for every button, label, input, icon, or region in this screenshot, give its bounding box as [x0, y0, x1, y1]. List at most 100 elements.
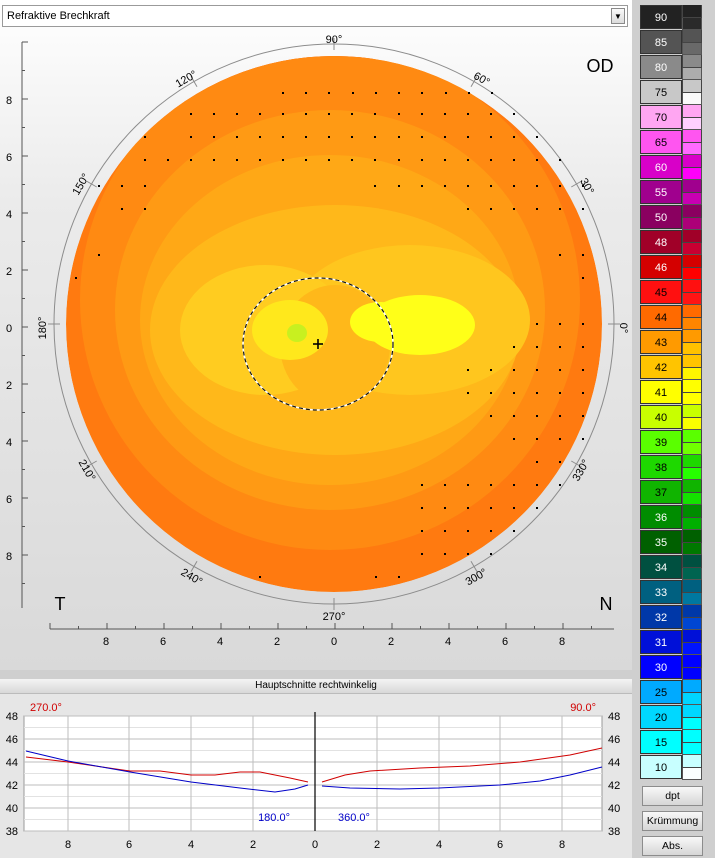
scale-swatch [682, 305, 702, 330]
scale-item: 34 [640, 555, 705, 580]
scale-value-label: 38 [640, 455, 682, 479]
scale-swatch [682, 80, 702, 105]
pupil-center-cross [313, 339, 323, 349]
profile-red-right [321, 747, 603, 783]
profile-y-label-left: 44 [6, 757, 18, 769]
scale-swatch [682, 505, 702, 530]
profile-x-label: 6 [497, 839, 503, 851]
profile-blue-right [321, 766, 603, 790]
profile-label-90: 90.0° [570, 702, 596, 714]
profile-y-label-left: 38 [6, 826, 18, 838]
y-tick-label: 6 [6, 152, 12, 164]
y-tick-label: 2 [6, 266, 12, 278]
scale-value-label: 80 [640, 55, 682, 79]
scale-item: 80 [640, 55, 705, 80]
profile-y-label-right: 44 [608, 757, 620, 769]
profile-x-label: 8 [65, 839, 71, 851]
dropdown-value: Refraktive Brechkraft [7, 10, 110, 22]
scale-item: 39 [640, 430, 705, 455]
angle-label-120: 120° [174, 69, 200, 91]
y-tick-label: 4 [6, 209, 12, 221]
dpt-button[interactable]: dpt [642, 786, 703, 806]
x-tick-label: 8 [103, 636, 109, 648]
pupil-outline-dashed [242, 277, 394, 411]
temporal-label: T [55, 594, 66, 614]
scale-value-label: 65 [640, 130, 682, 154]
scale-value-label: 30 [640, 655, 682, 679]
x-tick-label: 2 [388, 636, 394, 648]
y-tick-label: 4 [6, 437, 12, 449]
scale-item: 55 [640, 180, 705, 205]
scale-value-label: 31 [640, 630, 682, 654]
scale-item: 38 [640, 455, 705, 480]
scale-item: 15 [640, 730, 705, 755]
profile-y-label-left: 46 [6, 734, 18, 746]
scale-item: 20 [640, 705, 705, 730]
scale-item: 36 [640, 505, 705, 530]
scale-value-label: 20 [640, 705, 682, 729]
scale-swatch [682, 405, 702, 430]
scale-value-label: 35 [640, 530, 682, 554]
scale-value-label: 43 [640, 330, 682, 354]
scale-value-label: 42 [640, 355, 682, 379]
x-tick-label: 2 [274, 636, 280, 648]
profile-y-label-left: 48 [6, 711, 18, 723]
scale-value-label: 55 [640, 180, 682, 204]
scale-item: 45 [640, 280, 705, 305]
chevron-down-icon[interactable]: ▼ [611, 8, 625, 24]
profile-title: Hauptschnitte rechtwinkelig [0, 679, 632, 694]
profile-y-label-right: 38 [608, 826, 620, 838]
profile-blue-left [25, 750, 309, 793]
scale-swatch [682, 430, 702, 455]
scale-item: 75 [640, 80, 705, 105]
meridian-profile-panel: Hauptschnitte rechtwinkelig 48 46 44 42 … [0, 679, 632, 858]
scale-item: 25 [640, 680, 705, 705]
scale-value-label: 37 [640, 480, 682, 504]
scale-item: 43 [640, 330, 705, 355]
scale-item: 30 [640, 655, 705, 680]
y-tick-label: 6 [6, 494, 12, 506]
scale-swatch [682, 255, 702, 280]
x-tick-label: 6 [160, 636, 166, 648]
scale-value-label: 40 [640, 405, 682, 429]
profile-y-label-right: 42 [608, 780, 620, 792]
scale-value-label: 33 [640, 580, 682, 604]
scale-item: 37 [640, 480, 705, 505]
angle-label-0: 0° [617, 323, 629, 334]
scale-value-label: 70 [640, 105, 682, 129]
kruemmung-button[interactable]: Krümmung [642, 811, 703, 831]
x-tick-label: 4 [217, 636, 223, 648]
scale-item: 90 [640, 5, 705, 30]
scale-value-label: 39 [640, 430, 682, 454]
scale-swatch [682, 5, 702, 30]
measurement-dots [75, 92, 584, 578]
angle-label-90: 90° [326, 34, 343, 46]
scale-swatch [682, 330, 702, 355]
scale-swatch [682, 730, 702, 755]
scale-swatch [682, 605, 702, 630]
angle-label-270: 270° [323, 611, 346, 623]
scale-swatch [682, 530, 702, 555]
scale-value-label: 60 [640, 155, 682, 179]
scale-item: 33 [640, 580, 705, 605]
angle-label-210: 210° [76, 458, 98, 484]
scale-value-label: 32 [640, 605, 682, 629]
scale-value-label: 41 [640, 380, 682, 404]
y-tick-label: 8 [6, 95, 12, 107]
scale-item: 48 [640, 230, 705, 255]
scale-swatch [682, 280, 702, 305]
scale-value-label: 25 [640, 680, 682, 704]
x-tick-label: 0 [331, 636, 337, 648]
scale-value-label: 48 [640, 230, 682, 254]
scale-item: 60 [640, 155, 705, 180]
scale-item: 35 [640, 530, 705, 555]
scale-item: 44 [640, 305, 705, 330]
refraction-colormap [66, 56, 602, 592]
scale-item: 41 [640, 380, 705, 405]
x-tick-label: 8 [559, 636, 565, 648]
scale-value-label: 45 [640, 280, 682, 304]
scale-value-label: 46 [640, 255, 682, 279]
map-type-dropdown[interactable]: Refraktive Brechkraft ▼ [2, 5, 628, 27]
abs-button[interactable]: Abs. [642, 836, 703, 856]
scale-item: 46 [640, 255, 705, 280]
